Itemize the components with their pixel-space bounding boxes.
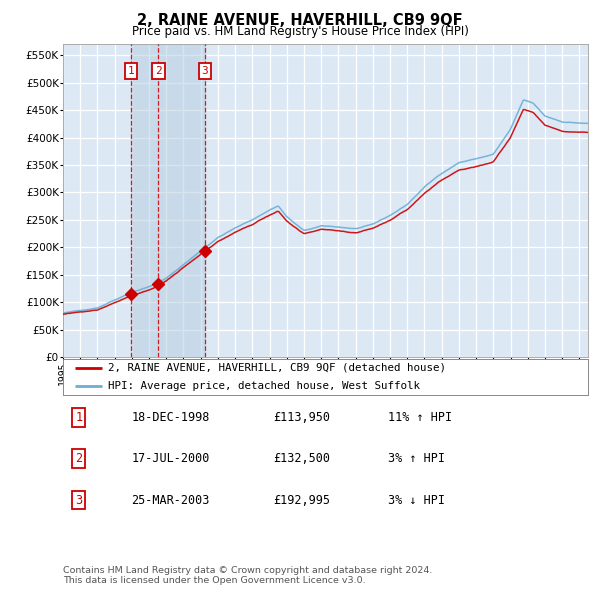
Text: 2, RAINE AVENUE, HAVERHILL, CB9 9QF: 2, RAINE AVENUE, HAVERHILL, CB9 9QF (137, 13, 463, 28)
Text: 3: 3 (201, 66, 208, 76)
Text: Price paid vs. HM Land Registry's House Price Index (HPI): Price paid vs. HM Land Registry's House … (131, 25, 469, 38)
Text: 1: 1 (75, 411, 82, 424)
Text: 3% ↓ HPI: 3% ↓ HPI (389, 493, 445, 507)
Text: 2, RAINE AVENUE, HAVERHILL, CB9 9QF (detached house): 2, RAINE AVENUE, HAVERHILL, CB9 9QF (det… (107, 363, 446, 373)
Text: £192,995: £192,995 (273, 493, 330, 507)
Text: 3: 3 (75, 493, 82, 507)
Text: HPI: Average price, detached house, West Suffolk: HPI: Average price, detached house, West… (107, 381, 419, 391)
Text: £113,950: £113,950 (273, 411, 330, 424)
Text: 2: 2 (155, 66, 162, 76)
Bar (131, 44, 205, 357)
Text: 18-DEC-1998: 18-DEC-1998 (131, 411, 209, 424)
Text: 25-MAR-2003: 25-MAR-2003 (131, 493, 209, 507)
Text: £132,500: £132,500 (273, 452, 330, 466)
Text: 3% ↑ HPI: 3% ↑ HPI (389, 452, 445, 466)
Text: 17-JUL-2000: 17-JUL-2000 (131, 452, 209, 466)
Text: 1: 1 (128, 66, 134, 76)
Text: Contains HM Land Registry data © Crown copyright and database right 2024.
This d: Contains HM Land Registry data © Crown c… (63, 566, 433, 585)
Text: 11% ↑ HPI: 11% ↑ HPI (389, 411, 452, 424)
Text: 2: 2 (75, 452, 82, 466)
